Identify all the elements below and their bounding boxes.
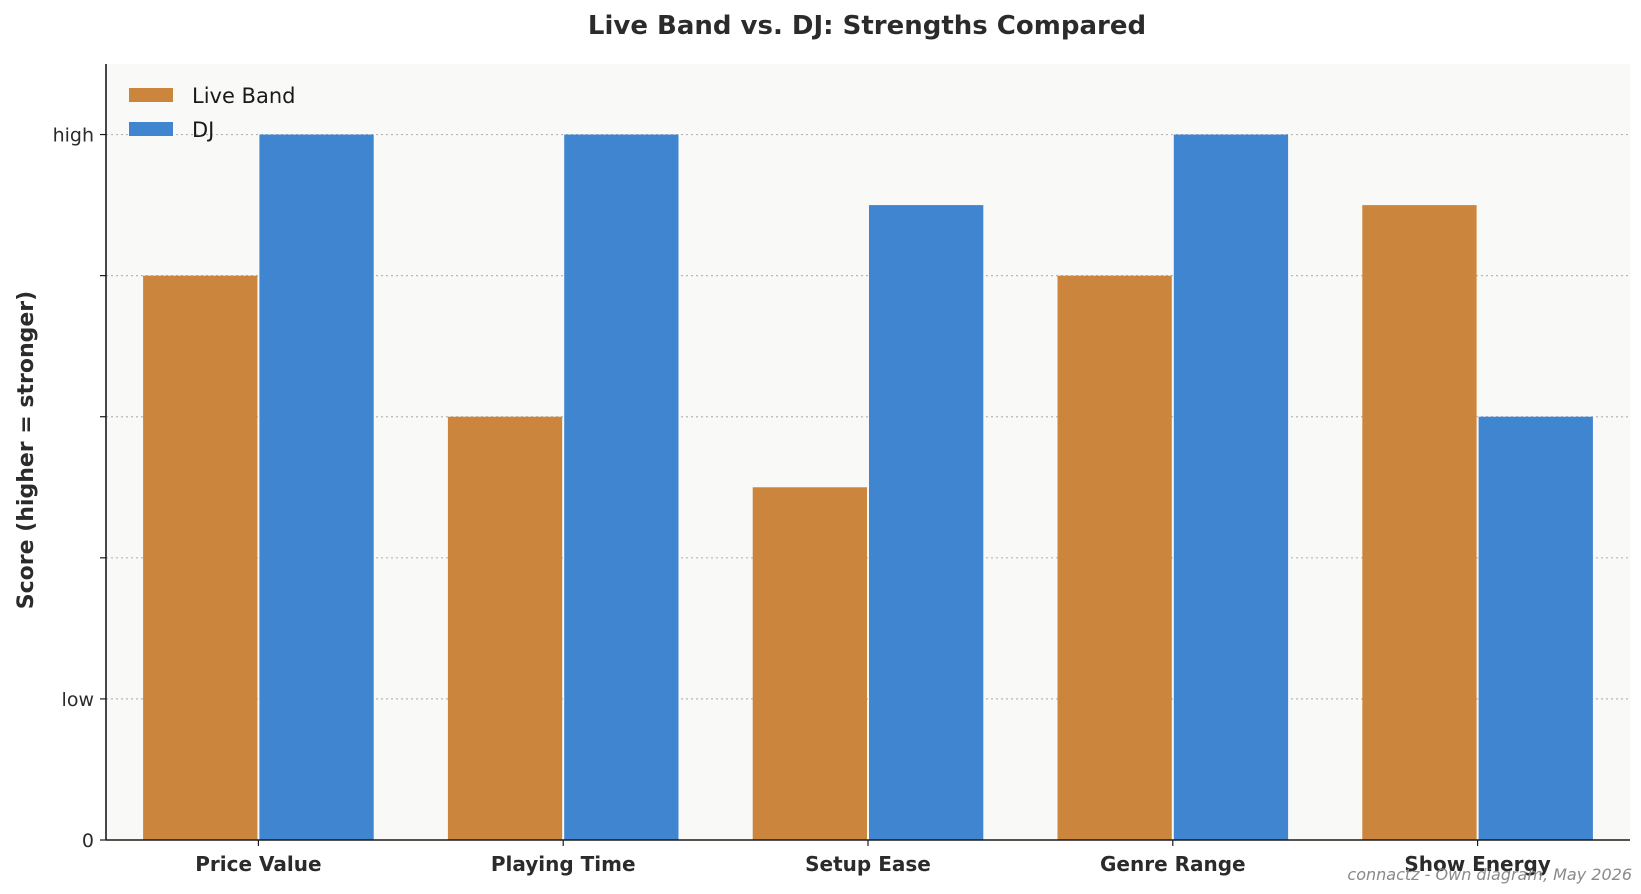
- bar-dj: [259, 134, 374, 840]
- bar-group: [143, 134, 374, 840]
- y-axis-label: Score (higher = stronger): [14, 291, 39, 609]
- x-tick-label: Show Energy: [1404, 852, 1551, 876]
- bar-group: [1362, 205, 1593, 840]
- bar-live-band: [1057, 275, 1172, 840]
- credit-annotation: connactz - Own diagram, May 2026: [1347, 865, 1632, 884]
- bar-dj: [564, 134, 679, 840]
- legend-item: DJ: [129, 118, 214, 142]
- chart-title: Live Band vs. DJ: Strengths Compared: [588, 11, 1146, 41]
- bar-dj: [869, 205, 984, 840]
- bar-group: [752, 205, 984, 840]
- legend: Live Band DJ: [129, 84, 295, 142]
- legend-swatch: [129, 122, 173, 136]
- y-tick-label: high: [53, 125, 94, 147]
- x-tick-label: Setup Ease: [805, 852, 931, 876]
- x-tick-label: Playing Time: [491, 852, 636, 876]
- bars: [143, 134, 1593, 840]
- legend-item: Live Band: [129, 84, 295, 108]
- legend-label: Live Band: [192, 84, 295, 108]
- bar-live-band: [752, 487, 867, 840]
- bar-dj: [1478, 416, 1593, 840]
- bar-live-band: [1362, 205, 1477, 840]
- legend-label: DJ: [192, 118, 214, 142]
- x-tick-label: Price Value: [195, 852, 321, 876]
- y-axis-ticks: 0 low high: [53, 125, 106, 852]
- legend-swatch: [129, 88, 173, 102]
- bar-group: [1057, 134, 1289, 840]
- y-tick-label: 0: [82, 830, 94, 852]
- bar-group: [447, 134, 679, 840]
- bar-live-band: [447, 416, 563, 840]
- y-tick-label: low: [62, 689, 94, 711]
- bar-dj: [1173, 134, 1289, 840]
- x-tick-label: Genre Range: [1100, 852, 1246, 876]
- bar-live-band: [143, 275, 258, 840]
- x-axis-ticks: Price Value Playing Time Setup Ease Genre R…: [195, 840, 1551, 876]
